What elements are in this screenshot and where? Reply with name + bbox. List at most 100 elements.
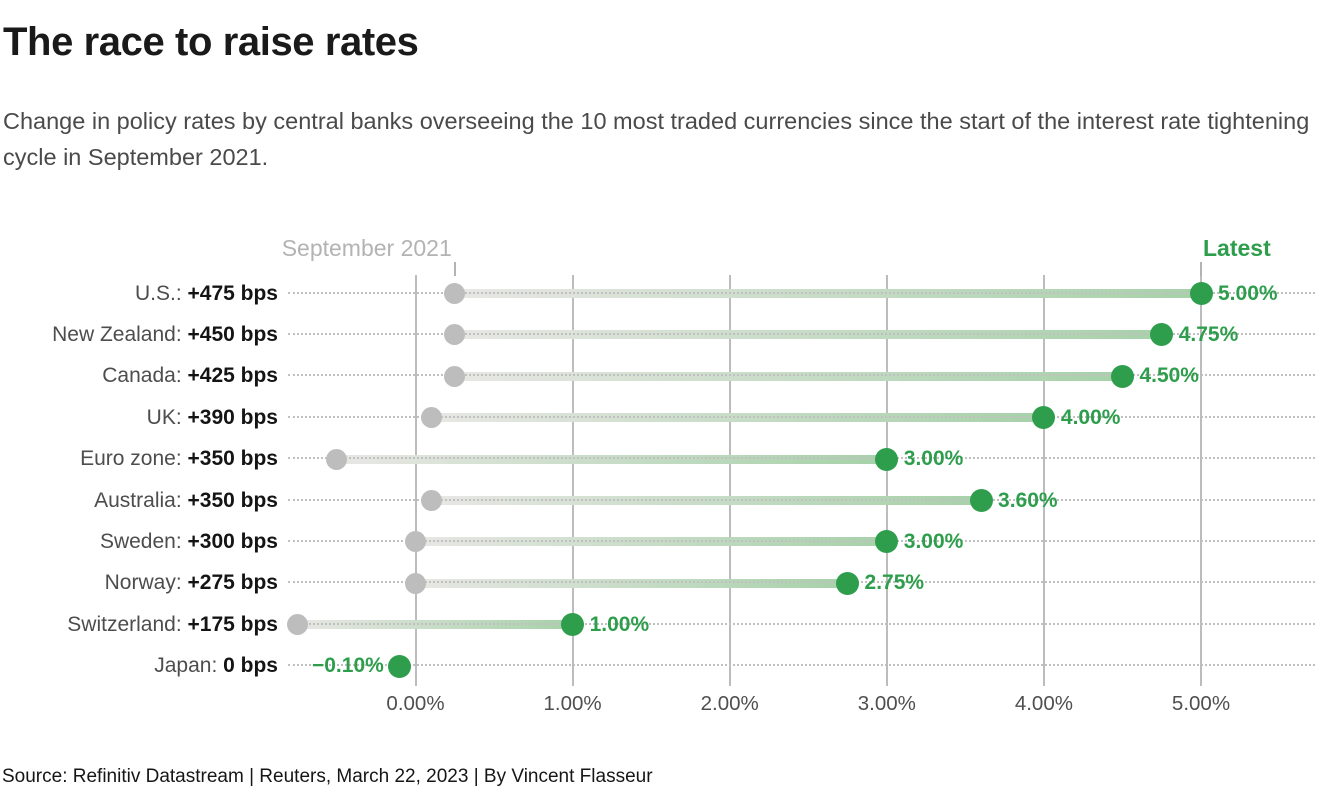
connector-bar — [415, 578, 848, 588]
chart-row: U.S.: +475 bps 5.00% — [0, 279, 1320, 309]
chart-subtitle: Change in policy rates by central banks … — [3, 108, 1310, 170]
start-dot — [287, 614, 309, 636]
row-label: Canada: +425 bps — [0, 361, 278, 391]
connector-bar — [297, 620, 573, 630]
row-label: Sweden: +300 bps — [0, 527, 278, 557]
chart-row: Japan: 0 bps −0.10% — [0, 651, 1320, 681]
gridline — [571, 275, 574, 686]
chart-row: New Zealand: +450 bps 4.75% — [0, 320, 1320, 350]
chart-row: Australia: +350 bps 3.60% — [0, 486, 1320, 516]
start-dot — [405, 531, 426, 553]
row-label: Japan: 0 bps — [0, 651, 278, 681]
leader-line — [288, 664, 1315, 667]
x-axis-tick-label: 2.00% — [700, 692, 759, 715]
latest-value-label: 4.50% — [1139, 364, 1199, 388]
x-axis-tick-label: 3.00% — [857, 692, 916, 715]
latest-value-label: 4.75% — [1178, 322, 1239, 346]
latest-dot — [1189, 282, 1213, 305]
leader-line — [288, 415, 1315, 418]
change-bps-label: +350 bps — [187, 447, 278, 471]
leader-line — [288, 581, 1315, 584]
connector-bar — [336, 454, 887, 464]
country-label: U.S.: — [134, 281, 182, 305]
country-label: UK: — [146, 405, 182, 429]
leader-line — [288, 374, 1315, 377]
latest-value-label: 3.00% — [903, 447, 964, 471]
row-label: New Zealand: +450 bps — [0, 320, 278, 350]
latest-dot — [1150, 323, 1174, 347]
start-dot — [444, 365, 466, 387]
start-dot — [444, 324, 466, 346]
leader-line — [288, 539, 1315, 542]
country-label: Switzerland: — [67, 612, 182, 636]
start-dot — [420, 490, 442, 511]
gridline — [1042, 275, 1045, 686]
rate-change-chart: September 2021 Latest 0.00% 1.00% 2.00% 3.0… — [0, 230, 1320, 740]
change-bps-label: +350 bps — [187, 488, 278, 512]
chart-row: Canada: +425 bps 4.50% — [0, 361, 1320, 391]
row-label: Switzerland: +175 bps — [0, 610, 278, 640]
gridline — [885, 275, 888, 686]
change-bps-label: +175 bps — [187, 612, 278, 636]
change-bps-label: 0 bps — [223, 654, 278, 678]
connector-bar — [454, 289, 1201, 298]
start-dot — [444, 283, 466, 304]
country-label: Euro zone: — [80, 447, 182, 471]
latest-dot — [836, 571, 860, 595]
x-axis-tick-label: 1.00% — [543, 692, 602, 715]
country-label: Sweden: — [99, 529, 182, 553]
start-dot — [326, 448, 348, 470]
connector-bar — [431, 496, 982, 505]
gridline — [728, 275, 731, 686]
chart-row: UK: +390 bps 4.00% — [0, 403, 1320, 433]
latest-dot — [875, 447, 899, 471]
change-bps-label: +390 bps — [187, 405, 278, 429]
chart-row: Switzerland: +175 bps 1.00% — [0, 610, 1320, 640]
gridline — [414, 275, 417, 686]
change-bps-label: +425 bps — [187, 364, 278, 388]
country-label: Canada: — [102, 364, 182, 388]
top-tick — [453, 262, 456, 276]
country-label: Australia: — [94, 488, 182, 512]
leader-line — [288, 291, 1315, 294]
start-period-label: September 2021 — [281, 235, 452, 261]
leader-line — [288, 457, 1315, 460]
latest-dot — [1110, 364, 1134, 388]
leader-line — [288, 622, 1315, 625]
connector-bar — [454, 330, 1162, 340]
x-axis-tick-label: 4.00% — [1014, 692, 1073, 715]
start-dot — [420, 407, 442, 429]
chart-row: Norway: +275 bps 2.75% — [0, 568, 1320, 598]
change-bps-label: +475 bps — [187, 281, 278, 305]
x-axis-tick-label: 0.00% — [386, 692, 445, 715]
row-label: U.S.: +475 bps — [0, 279, 278, 309]
change-bps-label: +450 bps — [187, 322, 278, 346]
latest-dot — [969, 489, 993, 512]
country-label: Japan: — [154, 654, 218, 678]
change-bps-label: +300 bps — [187, 529, 278, 553]
latest-value-label: 5.00% — [1218, 281, 1278, 305]
start-dot — [405, 572, 426, 594]
leader-line — [288, 332, 1315, 335]
latest-value-label: −0.10% — [311, 654, 384, 678]
page-title: The race to raise rates — [3, 20, 419, 64]
row-label: Euro zone: +350 bps — [0, 444, 278, 474]
row-label: Australia: +350 bps — [0, 486, 278, 516]
latest-dot — [875, 530, 899, 554]
change-bps-label: +275 bps — [187, 571, 278, 595]
connector-bar — [454, 371, 1123, 381]
country-label: New Zealand: — [52, 322, 182, 346]
latest-dot — [561, 613, 585, 637]
latest-dot — [388, 654, 412, 678]
chart-row: Sweden: +300 bps 3.00% — [0, 527, 1320, 557]
latest-dot — [1032, 406, 1056, 430]
leader-line — [288, 498, 1315, 501]
chart-row: Euro zone: +350 bps 3.00% — [0, 444, 1320, 474]
top-tick — [1200, 262, 1202, 276]
x-axis-tick-label: 5.00% — [1171, 692, 1231, 715]
latest-value-label: 4.00% — [1060, 405, 1121, 429]
latest-value-label: 3.00% — [903, 529, 964, 553]
row-label: UK: +390 bps — [0, 403, 278, 433]
latest-label: Latest — [1203, 235, 1271, 261]
